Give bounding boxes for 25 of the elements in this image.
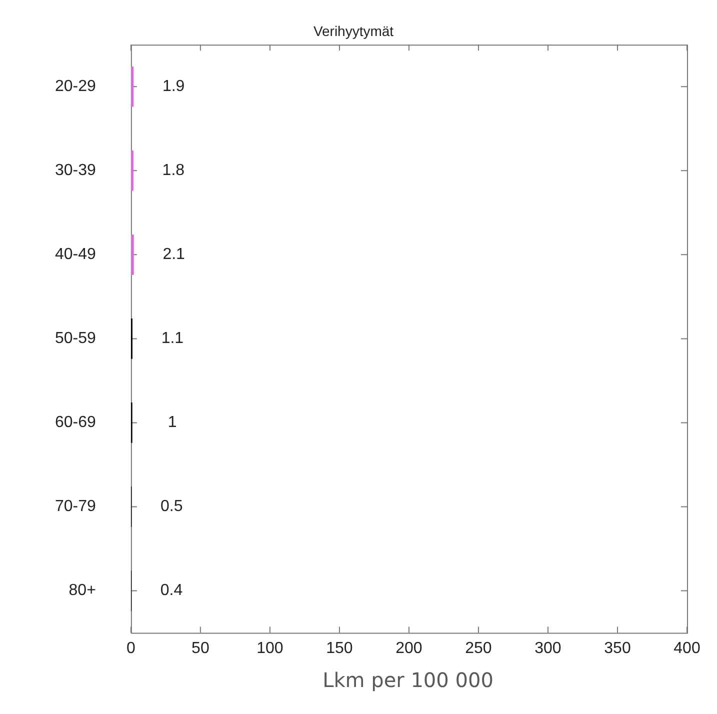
chart-title: Verihyytymät [313,23,394,40]
x-tick-label: 200 [396,640,422,657]
data-label: 1.9 [162,78,185,96]
x-tick-label: 250 [465,640,492,657]
x-tick-label: 0 [126,640,136,657]
data-label: 1.1 [161,330,184,348]
x-tick-label: 100 [256,640,284,657]
data-label: 2.1 [162,246,186,264]
data-label: 0.5 [160,498,183,516]
y-tick-label: 60-69 [55,414,96,432]
x-axis-title: Lkm per 100 000 [322,668,494,692]
y-tick-label: 80+ [68,582,96,600]
y-tick-label: 40-49 [55,246,96,264]
data-label: 1.8 [162,162,185,180]
x-tick-label: 350 [604,640,631,657]
y-tick-label: 30-39 [55,162,96,180]
x-tick-label: 300 [534,640,562,657]
x-tick-label: 150 [326,640,353,657]
data-label: 0.4 [160,582,183,600]
data-label: 1 [168,414,177,432]
x-tick-label: 50 [192,640,210,657]
x-tick-label: 400 [674,640,700,657]
y-tick-label: 20-29 [55,78,96,96]
y-tick-label: 50-59 [55,330,96,348]
y-tick-label: 70-79 [55,498,96,516]
